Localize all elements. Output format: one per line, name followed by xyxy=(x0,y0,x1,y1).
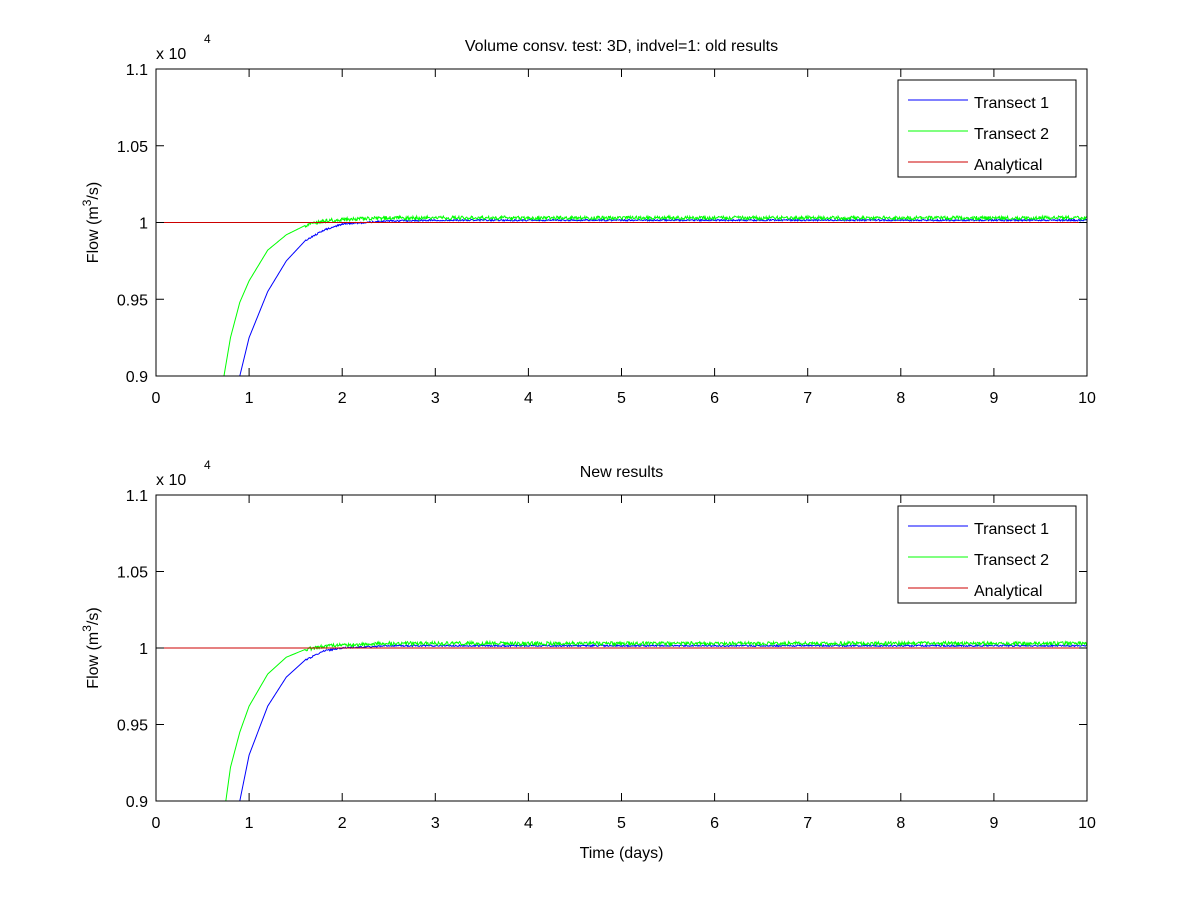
y-multiplier: x 10 xyxy=(156,472,186,489)
x-tick-label: 1 xyxy=(245,815,254,832)
x-tick-label: 6 xyxy=(710,815,719,832)
x-tick-label: 1 xyxy=(245,390,254,407)
legend-label: Analytical xyxy=(974,583,1042,600)
y-tick-label: 0.95 xyxy=(117,292,148,309)
y-tick-label: 1.1 xyxy=(126,62,148,79)
x-axis-label: Time (days) xyxy=(580,845,664,862)
chart-title: New results xyxy=(580,464,664,481)
y-axis-label: Flow (m3/s) xyxy=(80,182,102,263)
y-tick-label: 0.9 xyxy=(126,794,148,811)
x-tick-label: 10 xyxy=(1078,390,1096,407)
series-line-transect-1 xyxy=(239,643,1087,801)
legend: Transect 1 Transect 2 Analytical xyxy=(897,505,1077,604)
y-tick-label: 1 xyxy=(139,216,148,233)
y-tick-label: 1 xyxy=(139,641,148,658)
x-tick-label: 8 xyxy=(896,815,905,832)
series-group xyxy=(156,639,1087,801)
y-multiplier-exponent: 4 xyxy=(204,32,211,46)
legend-label: Analytical xyxy=(974,157,1042,174)
series-line-transect-1 xyxy=(239,218,1087,376)
y-tick-label: 0.95 xyxy=(117,718,148,735)
y-multiplier-exponent: 4 xyxy=(204,458,211,472)
legend: Transect 1 Transect 2 Analytical xyxy=(897,79,1077,178)
chart-panel-1: 0 1 2 3 4 5 6 7 8 9 10 0.9 0.95 1 1.05 1.1 x 10 4 Volume c… xyxy=(80,32,1096,407)
y-tick-label: 1.05 xyxy=(117,565,148,582)
x-tick-label: 9 xyxy=(989,390,998,407)
legend-box xyxy=(897,505,1077,604)
series-line-transect-2 xyxy=(223,214,1087,376)
legend-label: Transect 1 xyxy=(974,521,1049,538)
chart-panel-2: 0 1 2 3 4 5 6 7 8 9 10 0.9 0.95 1 1.05 1.1 x 10 4 New resu… xyxy=(80,458,1096,862)
x-tick-label: 4 xyxy=(524,390,533,407)
legend-label: Transect 2 xyxy=(974,126,1049,143)
legend-label: Transect 1 xyxy=(974,95,1049,112)
x-tick-label: 9 xyxy=(989,815,998,832)
chart-title: Volume consv. test: 3D, indvel=1: old re… xyxy=(465,38,778,55)
x-tick-label: 3 xyxy=(431,815,440,832)
x-tick-label: 0 xyxy=(152,390,161,407)
series-line-transect-2 xyxy=(225,639,1087,801)
x-tick-label: 0 xyxy=(152,815,161,832)
x-tick-label: 4 xyxy=(524,815,533,832)
x-tick-label: 7 xyxy=(803,390,812,407)
x-tick-label: 2 xyxy=(338,815,347,832)
x-tick-label: 5 xyxy=(617,815,626,832)
y-tick-label: 1.05 xyxy=(117,139,148,156)
x-tick-label: 6 xyxy=(710,390,719,407)
x-tick-label: 10 xyxy=(1078,815,1096,832)
y-axis-label: Flow (m3/s) xyxy=(80,607,102,688)
series-group xyxy=(156,214,1087,376)
x-tick-label: 8 xyxy=(896,390,905,407)
x-tick-label: 5 xyxy=(617,390,626,407)
y-multiplier: x 10 xyxy=(156,46,186,63)
legend-box xyxy=(897,79,1077,178)
legend-label: Transect 2 xyxy=(974,552,1049,569)
x-tick-label: 3 xyxy=(431,390,440,407)
y-tick-label: 0.9 xyxy=(126,369,148,386)
x-tick-label: 7 xyxy=(803,815,812,832)
y-tick-label: 1.1 xyxy=(126,488,148,505)
x-tick-label: 2 xyxy=(338,390,347,407)
